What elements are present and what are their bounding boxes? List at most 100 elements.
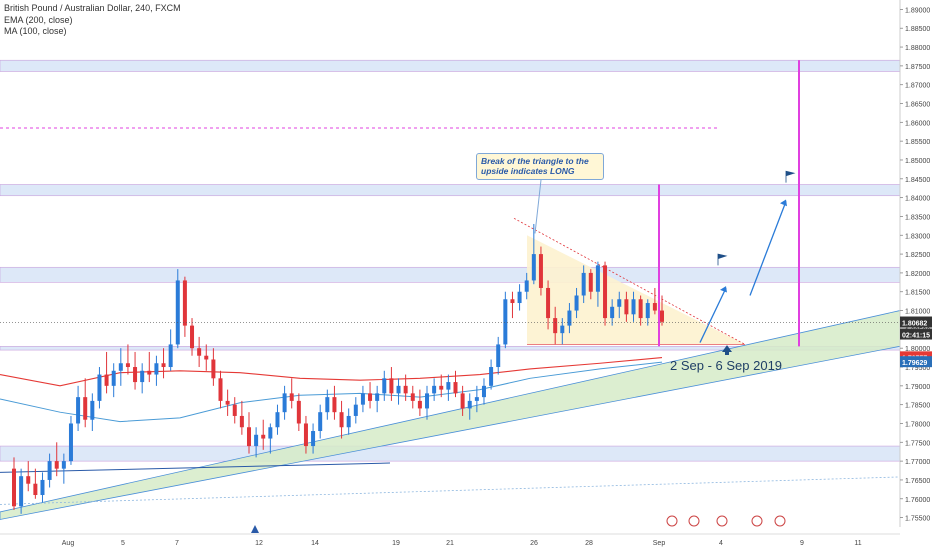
candle-body-73 (531, 254, 536, 281)
last-price-tag-bg (900, 316, 932, 328)
y-tick-label-4: 1.77500 (905, 440, 930, 447)
candle-body-61 (446, 382, 451, 390)
y-tick-label-21: 1.86000 (905, 120, 930, 127)
candle-body-53 (389, 378, 394, 394)
candle-body-0 (12, 468, 16, 507)
candle-body-49 (360, 393, 365, 405)
candle-body-51 (375, 393, 380, 401)
y-tick-label-14: 1.82500 (905, 252, 930, 259)
candle-body-30 (225, 400, 230, 405)
candle-body-58 (425, 393, 430, 409)
candle-body-33 (246, 427, 251, 447)
candle-body-11 (90, 400, 95, 420)
ma-price-tag: 1.79629 (902, 360, 927, 367)
x-tick-label-3: 12 (255, 540, 263, 547)
candle-body-22 (168, 344, 173, 368)
ma-price-tag-bg (900, 356, 932, 368)
candle-body-83 (603, 265, 608, 319)
ma-legend: MA (100, close) (4, 26, 67, 36)
event-icon-3 (751, 515, 763, 527)
candle-body-31 (232, 404, 237, 416)
ma-100-line (0, 361, 663, 423)
candle-body-27 (204, 355, 209, 360)
candle-body-54 (396, 385, 401, 394)
y-tick-label-13: 1.82000 (905, 271, 930, 278)
candle-body-57 (417, 400, 422, 409)
x-tick-label-10: 4 (719, 540, 723, 547)
candle-body-13 (104, 374, 109, 386)
candle-body-29 (218, 378, 223, 401)
candle-body-35 (261, 434, 266, 439)
event-icon-0 (666, 515, 678, 527)
y-tick-label-18: 1.84500 (905, 177, 930, 184)
x-tick-label-9: Sep (653, 540, 666, 547)
y-tick-label-22: 1.86500 (905, 102, 930, 109)
symbol-title: British Pound / Australian Dollar, 240, … (4, 3, 181, 13)
candle-body-87 (631, 299, 636, 315)
flag-icon-1 (717, 253, 728, 266)
candle-body-26 (197, 348, 202, 356)
y-tick-label-2: 1.76500 (905, 478, 930, 485)
y-tick-label-24: 1.87500 (905, 64, 930, 71)
candle-body-80 (581, 272, 586, 296)
candle-body-81 (588, 272, 593, 292)
up-arrow-icon (722, 345, 732, 355)
candle-body-42 (311, 431, 316, 447)
candle-body-56 (410, 393, 415, 401)
candle-body-89 (645, 303, 650, 319)
y-tick-label-16: 1.83500 (905, 214, 930, 221)
candle-body-65 (474, 397, 479, 401)
candle-body-77 (560, 325, 565, 334)
y-tick-label-25: 1.88000 (905, 45, 930, 52)
callout-line-2: upside indicates LONG (481, 166, 575, 176)
aug-support-line (0, 462, 391, 473)
y-tick-label-3: 1.77000 (905, 459, 930, 466)
candle-body-79 (574, 295, 579, 311)
candle-body-1 (19, 476, 24, 507)
y-tick-label-26: 1.88500 (905, 26, 930, 33)
x-tick-label-12: 11 (854, 540, 861, 547)
event-icon-1 (688, 515, 700, 527)
flag-icon-2 (785, 170, 796, 183)
candle-body-40 (296, 400, 301, 424)
candle-body-12 (97, 374, 102, 401)
countdown-tag-bg (900, 328, 932, 340)
callout-line-1: Break of the triangle to the (481, 156, 589, 166)
sr-zone-2 (0, 266, 901, 283)
candle-body-62 (453, 382, 458, 394)
y-tick-label-27: 1.89000 (905, 7, 930, 14)
candle-body-7 (61, 461, 66, 469)
x-tick-label-4: 14 (311, 540, 319, 547)
candle-body-9 (76, 397, 81, 424)
triangle-pattern (527, 235, 745, 345)
candle-body-32 (239, 415, 244, 428)
candle-body-84 (610, 306, 615, 319)
ema-legend: EMA (200, close) (4, 14, 73, 25)
candle-body-2 (26, 476, 31, 484)
candle-body-39 (289, 393, 294, 401)
x-tick-label-5: 19 (392, 540, 400, 547)
countdown-tag: 02:41:15 (902, 333, 930, 340)
event-icon-2 (716, 515, 728, 527)
chart-legend: British Pound / Australian Dollar, 240, … (4, 3, 181, 38)
candle-body-24 (182, 280, 187, 326)
candle-body-41 (303, 423, 308, 447)
candle-body-82 (595, 265, 600, 292)
candle-body-17 (133, 367, 138, 383)
candle-body-75 (546, 287, 551, 319)
y-tick-label-20: 1.85500 (905, 139, 930, 146)
candle-body-36 (268, 427, 273, 439)
y-tick-label-11: 1.81000 (905, 309, 930, 316)
projection-arrow-1 (699, 287, 727, 343)
y-tick-label-15: 1.83000 (905, 233, 930, 240)
candle-body-21 (161, 363, 166, 368)
x-tick-label-8: 28 (585, 540, 593, 547)
x-tick-label-6: 21 (446, 540, 454, 547)
marker-triangle-icon (251, 525, 259, 533)
candle-body-15 (118, 363, 123, 371)
candle-body-5 (47, 461, 52, 480)
candle-body-91 (660, 310, 664, 322)
candle-body-52 (382, 378, 387, 394)
